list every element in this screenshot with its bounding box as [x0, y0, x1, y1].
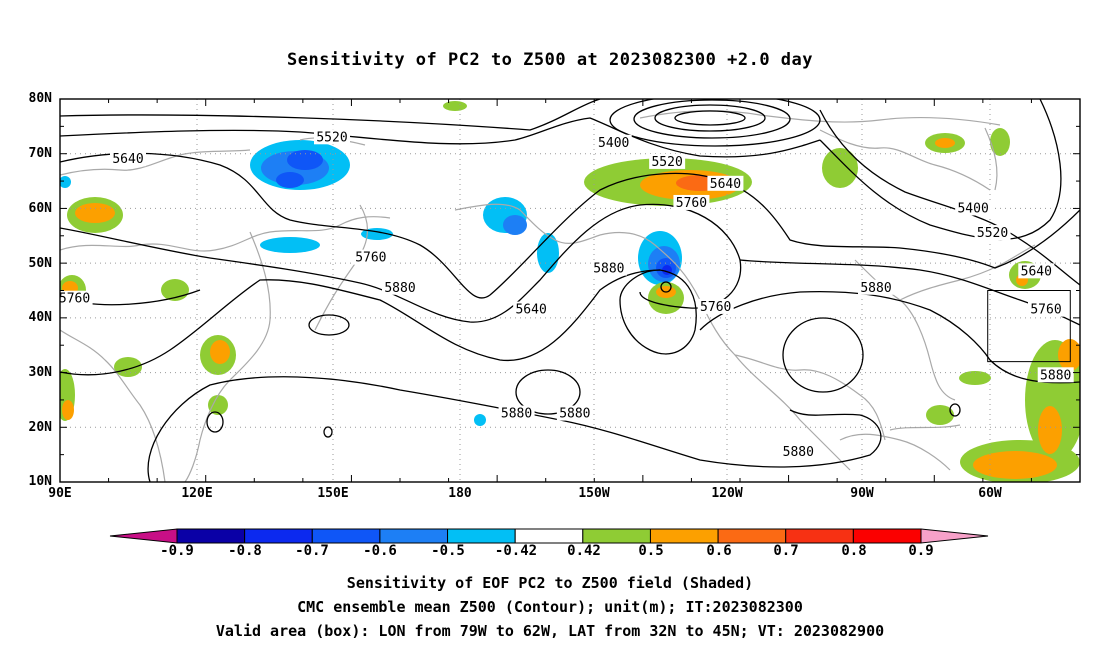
contour-label: 5400	[598, 136, 629, 151]
contour-label: 5520	[651, 155, 682, 170]
plot-title: Sensitivity of PC2 to Z500 at 2023082300…	[286, 50, 813, 70]
colorbar-low-extend	[109, 528, 178, 544]
colorbar-cell	[514, 528, 584, 544]
contour-label-bg	[60, 290, 93, 306]
graticule	[60, 99, 1080, 482]
colorbar-tick-label: -0.6	[363, 543, 397, 559]
lon-label: 90W	[850, 486, 874, 501]
contour-label: 5880	[559, 407, 590, 422]
contour-label: 5880	[1040, 368, 1071, 383]
colorbar-tick-label: -0.42	[494, 543, 538, 559]
lat-label: 80N	[28, 91, 52, 106]
contour-label-bg	[858, 279, 894, 295]
colorbar-cell	[649, 528, 719, 544]
contour-label-bg	[974, 225, 1011, 241]
contour-label: 5520	[316, 130, 347, 145]
coastlines	[60, 110, 1036, 482]
colorbar-tick-label: 0.8	[841, 543, 867, 559]
contour-label: 5760	[355, 251, 386, 266]
colorbar-high-extend	[920, 528, 989, 544]
contour-label: 5760	[59, 292, 90, 307]
lat-label: 30N	[28, 365, 52, 380]
contour-label-bg	[1037, 367, 1074, 383]
colorbar-tick-label: -0.5	[431, 543, 465, 559]
lat-label: 10N	[28, 474, 52, 489]
lat-label: 40N	[28, 310, 52, 325]
contour-label-bg	[590, 260, 627, 276]
contour-label-bg	[955, 200, 992, 216]
contour-label-bg	[352, 249, 389, 265]
colorbar-cell	[311, 528, 381, 544]
colorbar-tick-label: -0.9	[160, 543, 194, 559]
contour-label: 5640	[515, 303, 546, 318]
contour-label-bg	[673, 194, 710, 210]
colorbar-tick-label: -0.8	[228, 543, 262, 559]
colorbar-cell	[717, 528, 787, 544]
contour-label-bg	[110, 151, 146, 167]
z500-contours	[60, 99, 1080, 482]
map-frame	[59, 98, 1081, 483]
lat-label: 50N	[28, 256, 52, 271]
contour-label-bg	[1028, 301, 1064, 317]
contour-label-bg	[697, 298, 734, 314]
lon-label: 180	[448, 486, 472, 501]
colorbar-cell	[176, 528, 246, 544]
contour-label: 5880	[501, 407, 532, 422]
contour-label-bg	[1018, 263, 1055, 279]
colorbar-tick-label: -0.7	[295, 543, 329, 559]
caption-line-1: Sensitivity of EOF PC2 to Z500 field (Sh…	[346, 574, 754, 592]
contour-label: 5880	[860, 281, 891, 296]
contour-label-bg	[780, 443, 817, 459]
contour-label: 5880	[593, 262, 624, 277]
contour-label-bg	[513, 301, 550, 317]
lon-label: 150W	[578, 486, 610, 501]
lon-label: 150E	[317, 486, 349, 501]
contour-label: 5640	[1021, 264, 1052, 279]
colorbar-cell	[852, 528, 922, 544]
contour-label: 5400	[957, 201, 988, 216]
lat-label: 70N	[28, 146, 52, 161]
contour-label: 5760	[1030, 303, 1061, 318]
contour-label: 5880	[783, 445, 814, 460]
lon-label: 120E	[181, 486, 213, 501]
contour-label: 5640	[710, 177, 741, 192]
lat-label: 20N	[28, 420, 52, 435]
contour-label-bg	[556, 405, 593, 421]
contour-label: 5880	[384, 281, 415, 296]
contour-labels: 5400540055205520552056405640564056405760…	[59, 129, 1074, 460]
colorbar-tick-label: 0.42	[567, 543, 601, 559]
contour-label-bg	[707, 175, 744, 191]
colorbar-cell	[785, 528, 854, 544]
contour-label-bg	[498, 405, 535, 421]
contour-label-bg	[649, 153, 686, 169]
contour-label: 5640	[112, 152, 143, 167]
colorbar-tick-label: 0.5	[638, 543, 664, 559]
contour-label: 5520	[977, 226, 1008, 241]
lat-label: 60N	[28, 201, 52, 216]
colorbar-tick-label: 0.6	[706, 543, 732, 559]
colorbar-cell	[447, 528, 516, 544]
lon-label: 120W	[711, 486, 743, 501]
contour-label-bg	[314, 129, 350, 145]
contour-label: 5760	[676, 196, 707, 211]
shading-positive	[60, 101, 1080, 482]
contour-label: 5760	[700, 300, 731, 315]
axis-ticks	[59, 98, 1081, 483]
colorbar-cell	[582, 528, 651, 544]
caption-line-3: Valid area (box): LON from 79W to 62W, L…	[215, 622, 885, 640]
caption-line-2: CMC ensemble mean Z500 (Contour); unit(m…	[297, 598, 803, 616]
colorbar	[109, 528, 989, 544]
lon-label: 60W	[978, 486, 1002, 501]
colorbar-cell	[379, 528, 449, 544]
contour-label-bg	[382, 279, 418, 295]
valid-area-box	[987, 290, 1071, 363]
colorbar-cell	[244, 528, 313, 544]
colorbar-tick-label: 0.7	[773, 543, 799, 559]
colorbar-tick-label: 0.9	[908, 543, 934, 559]
contour-label-bg	[595, 134, 632, 150]
lon-label: 90E	[48, 486, 72, 501]
